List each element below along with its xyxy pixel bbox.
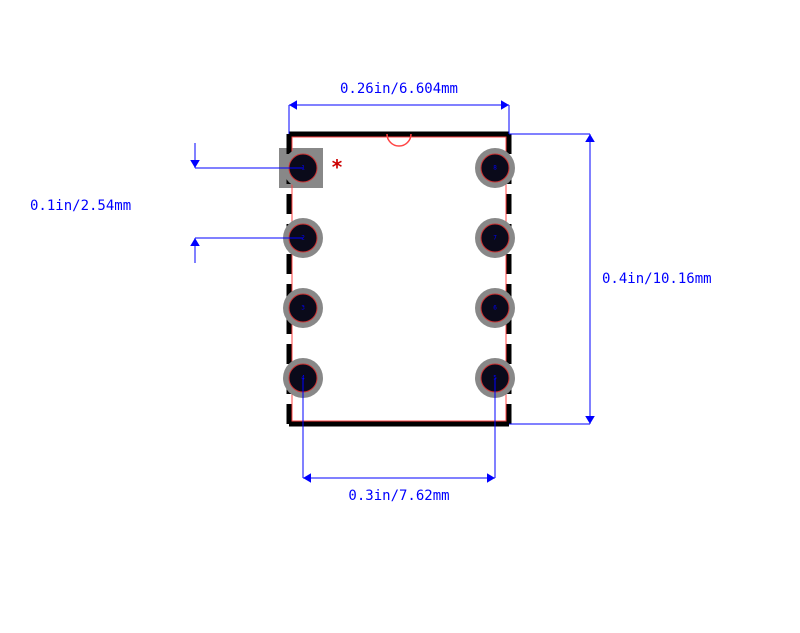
pin1-marker-asterisk: * [331,155,343,179]
pin-8-label: 8 [493,165,497,172]
dimension-label: 0.26in/6.604mm [340,81,458,97]
dimension-label: 0.3in/7.62mm [348,488,449,504]
dimension-label: 0.1in/2.54mm [30,198,131,214]
pin-3-label: 3 [301,305,305,312]
courtyard-outline [292,137,506,421]
footprint-diagram: 18273645*0.26in/6.604mm0.3in/7.62mm0.4in… [0,0,800,633]
dimension-label: 0.4in/10.16mm [602,271,712,287]
pin-7-label: 7 [493,235,497,242]
pin-6-label: 6 [493,305,497,312]
